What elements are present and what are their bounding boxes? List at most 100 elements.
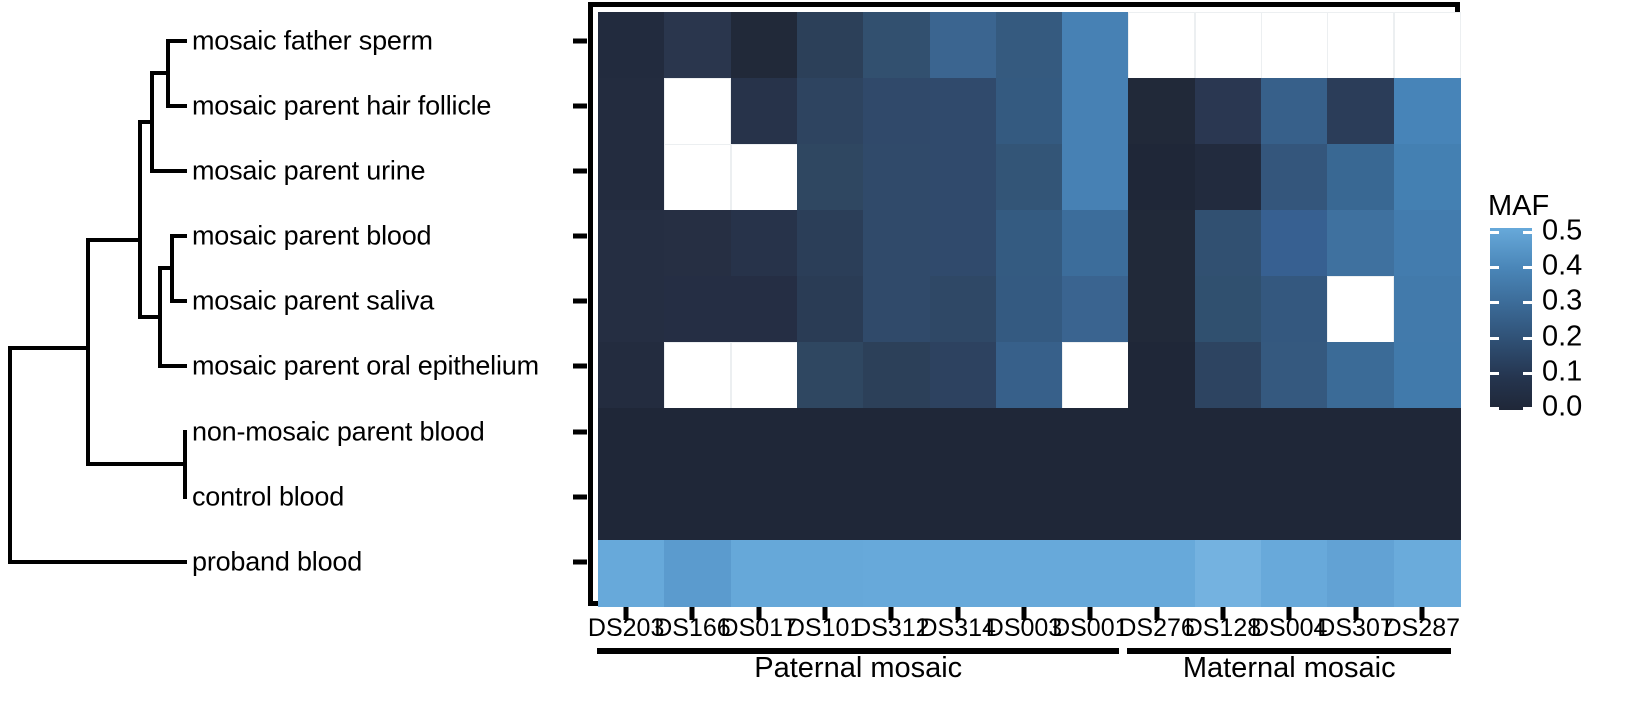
heatmap-cell [598, 276, 665, 343]
heatmap-cell [1128, 78, 1196, 145]
heatmap-cell [1261, 210, 1328, 277]
group-label-maternal-mosaic: Maternal mosaic [1182, 652, 1396, 684]
x-axis-tick [822, 607, 828, 620]
x-axis-label-ds017: DS017 [720, 614, 797, 642]
dendrogram [8, 39, 187, 564]
heatmap-cell [929, 276, 997, 343]
heatmap-cell [1128, 210, 1196, 277]
row-label-mosaic-father-sperm: mosaic father sperm [192, 25, 433, 56]
heatmap-cell [664, 474, 732, 541]
y-axis-tick [573, 363, 587, 369]
heatmap-cell [796, 408, 864, 475]
heatmap-cell [1327, 408, 1395, 475]
x-axis-tick [955, 607, 961, 620]
x-axis-tick [1286, 607, 1292, 620]
y-axis-tick [573, 298, 587, 304]
legend-label-0.5: 0.5 [1542, 214, 1583, 247]
x-axis-label-ds203: DS203 [587, 614, 665, 642]
x-axis-label-ds166: DS166 [654, 614, 731, 642]
heatmap-cell [929, 210, 997, 277]
heatmap-cell [1062, 78, 1130, 145]
heatmap-cell [1327, 12, 1395, 79]
heatmap-cell [730, 210, 798, 277]
heatmap-cell [863, 474, 931, 541]
heatmap-cell [1194, 210, 1262, 277]
heatmap-cell [1194, 474, 1262, 541]
heatmap-grid [598, 12, 1461, 607]
row-label-mosaic-parent-urine: mosaic parent urine [192, 155, 426, 186]
x-axis-label-ds312: DS312 [853, 614, 930, 642]
y-axis-tick [573, 494, 587, 500]
y-axis-tick [573, 233, 587, 239]
heatmap-cell [730, 144, 798, 211]
heatmap-cell [664, 276, 732, 343]
heatmap-cell [598, 144, 665, 211]
heatmap-cell [929, 12, 997, 79]
heatmap-cell [1194, 540, 1262, 607]
heatmap-cell [664, 342, 732, 409]
heatmap-cell [1327, 210, 1395, 277]
legend-label-0.0: 0.0 [1542, 390, 1583, 423]
legend-label-0.2: 0.2 [1542, 320, 1583, 353]
heatmap-cell [863, 540, 931, 607]
heatmap-cell [1261, 540, 1328, 607]
heatmap-cell [995, 144, 1063, 211]
x-axis-label-ds101: DS101 [786, 614, 864, 642]
heatmap-cell [863, 276, 931, 343]
heatmap-cell [1393, 12, 1461, 79]
heatmap-cell [1194, 78, 1262, 145]
x-axis-tick [1021, 607, 1027, 620]
x-axis-tick [689, 607, 695, 620]
heatmap-cell [1128, 144, 1196, 211]
x-axis-label-ds314: DS314 [919, 614, 996, 642]
heatmap-cell [598, 210, 665, 277]
x-axis-label-ds128: DS128 [1184, 614, 1262, 642]
heatmap-cell [1261, 12, 1328, 79]
heatmap-cell [1393, 342, 1461, 409]
x-axis-tick [1419, 607, 1425, 620]
group-bracket-maternal [1127, 648, 1451, 654]
x-axis-label-ds287: DS287 [1383, 614, 1461, 642]
legend-tick [1490, 336, 1499, 340]
heatmap-cell [995, 12, 1063, 79]
row-label-mosaic-parent-hair-follicle: mosaic parent hair follicle [192, 90, 492, 121]
group-label-paternal-mosaic: Paternal mosaic [754, 652, 963, 684]
legend-label-0.4: 0.4 [1542, 249, 1583, 282]
legend-colorbar [1490, 228, 1532, 410]
heatmap-cell [1393, 408, 1461, 475]
heatmap-cell [863, 408, 931, 475]
row-label-mosaic-parent-oral-epithelium: mosaic parent oral epithelium [192, 350, 539, 381]
heatmap-cell [1261, 342, 1328, 409]
heatmap-cell [863, 342, 931, 409]
heatmap-cell [1327, 276, 1395, 343]
heatmap-cell [1194, 408, 1262, 475]
y-axis-tick [573, 38, 587, 44]
x-axis-label-ds276: DS276 [1118, 614, 1195, 642]
group-bracket-paternal [597, 648, 1120, 654]
dendrogram-branches [8, 39, 187, 564]
x-axis-tick [756, 607, 762, 620]
heatmap-cell [1062, 408, 1130, 475]
heatmap-cell [664, 144, 732, 211]
legend-title: MAF [1488, 190, 1550, 222]
heatmap-cell [796, 144, 864, 211]
heatmap-cell [1393, 210, 1461, 277]
legend-tick [1490, 301, 1499, 305]
row-label-mosaic-parent-saliva: mosaic parent saliva [192, 285, 435, 316]
heatmap-cell [995, 408, 1063, 475]
row-label-control-blood: control blood [192, 481, 345, 512]
heatmap-cell [1062, 276, 1130, 343]
heatmap-cell [1062, 474, 1130, 541]
legend-tick [1490, 266, 1499, 270]
x-axis-label-ds307: DS307 [1317, 614, 1394, 642]
heatmap-cell [730, 276, 798, 343]
y-axis-tick [573, 429, 587, 435]
heatmap-cell [1261, 408, 1328, 475]
heatmap-cell [664, 408, 732, 475]
heatmap-cell [1062, 540, 1130, 607]
y-axis-tick [573, 168, 587, 174]
row-label-mosaic-parent-blood: mosaic parent blood [192, 220, 432, 251]
heatmap-cell [1062, 342, 1130, 409]
heatmap-cell [796, 276, 864, 343]
heatmap-cell [1261, 474, 1328, 541]
